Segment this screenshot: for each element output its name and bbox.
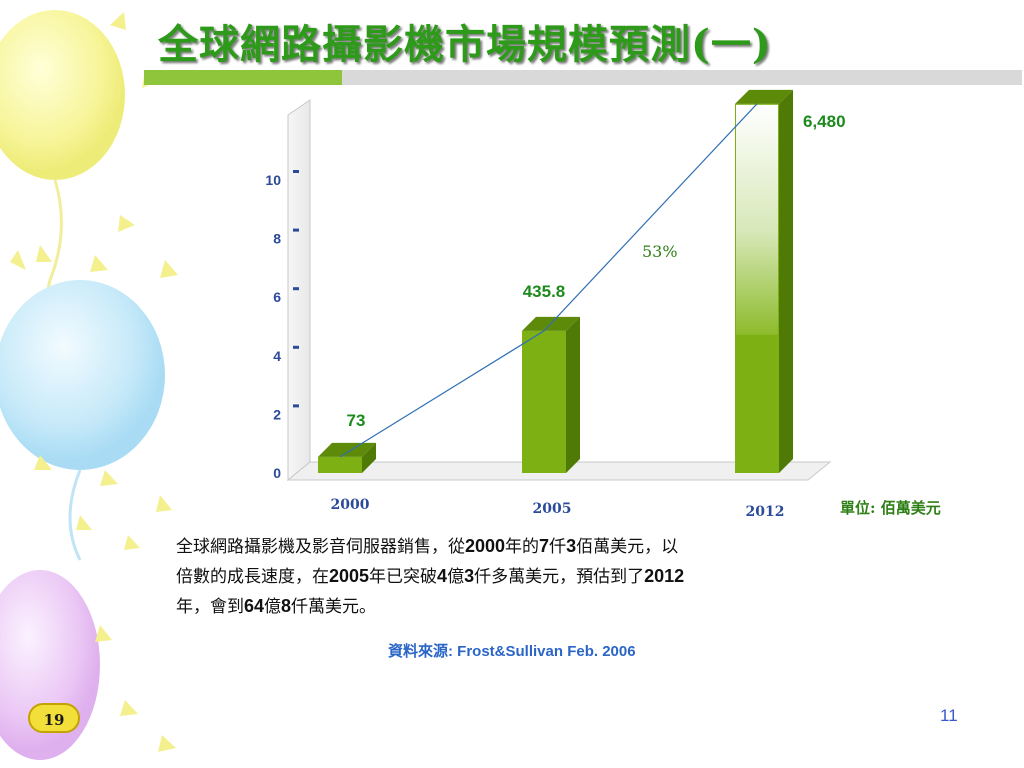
bar-top	[735, 89, 793, 104]
bars: 73 435.8 6,480	[318, 89, 846, 473]
y-tick-mark	[293, 287, 299, 291]
y-tick-label: 0	[273, 465, 281, 481]
growth-annotation: 53%	[339, 103, 758, 458]
title-underline-gray	[342, 70, 1022, 85]
y-tick-label: 10	[265, 172, 281, 188]
growth-rate-label: 53%	[642, 242, 678, 261]
bar-top	[318, 442, 376, 457]
source-value: : Frost&Sullivan Feb. 2006	[448, 643, 636, 660]
bar-side	[362, 442, 376, 473]
bar-2000: 73	[318, 411, 376, 473]
description-text: 全球網路攝影機及影音伺服器銷售，從2000年的7仟3佰萬美元，以 倍數的成長速度…	[176, 532, 936, 622]
slide-badge: 19	[28, 703, 80, 733]
y-tick-mark	[293, 228, 299, 232]
bar-front	[522, 330, 566, 473]
description-line-1: 全球網路攝影機及影音伺服器銷售，從2000年的7仟3佰萬美元，以	[176, 536, 679, 557]
bar-2005: 435.8	[522, 282, 580, 473]
y-tick-label: 4	[273, 348, 281, 364]
source-citation: 資料來源: Frost&Sullivan Feb. 2006	[388, 640, 636, 661]
y-tick-mark	[293, 345, 299, 349]
balloon-blue-icon	[0, 280, 165, 561]
y-tick-mark	[293, 404, 299, 408]
source-label: 資料來源	[388, 642, 449, 660]
page-title: 全球網路攝影機市場規模預測(一)	[158, 21, 772, 68]
y-axis-ticks: 0 2 4 6 8 10	[265, 170, 299, 481]
x-axis-label: 2000	[331, 497, 370, 513]
page-number: 11	[940, 706, 958, 725]
bar-value-label: 435.8	[523, 282, 566, 301]
y-tick-label: 8	[273, 231, 281, 247]
x-axis-label: 2005	[533, 501, 572, 517]
bar-value-label: 6,480	[803, 112, 846, 131]
x-axis-label: 2012	[746, 504, 785, 520]
bar-side	[566, 316, 580, 473]
bar-front	[318, 456, 362, 473]
bar-value-label: 73	[347, 411, 366, 430]
description-line-3: 年，會到64億8仟萬美元。	[176, 596, 377, 617]
y-tick-label: 6	[273, 289, 281, 305]
y-tick-mark	[293, 170, 299, 173]
x-axis-labels: 2000 2005 2012	[331, 497, 785, 520]
bar-side	[779, 89, 793, 473]
title-underline-green	[144, 70, 342, 85]
unit-label: 單位: 佰萬美元	[840, 499, 941, 517]
description-line-2: 倍數的成長速度，在2005年已突破4億3仟多萬美元，預估到了2012	[176, 566, 685, 587]
growth-line	[339, 103, 758, 458]
y-tick-label: 2	[273, 406, 281, 422]
bar-2012: 6,480	[735, 89, 846, 473]
bar-highlight	[736, 104, 778, 335]
